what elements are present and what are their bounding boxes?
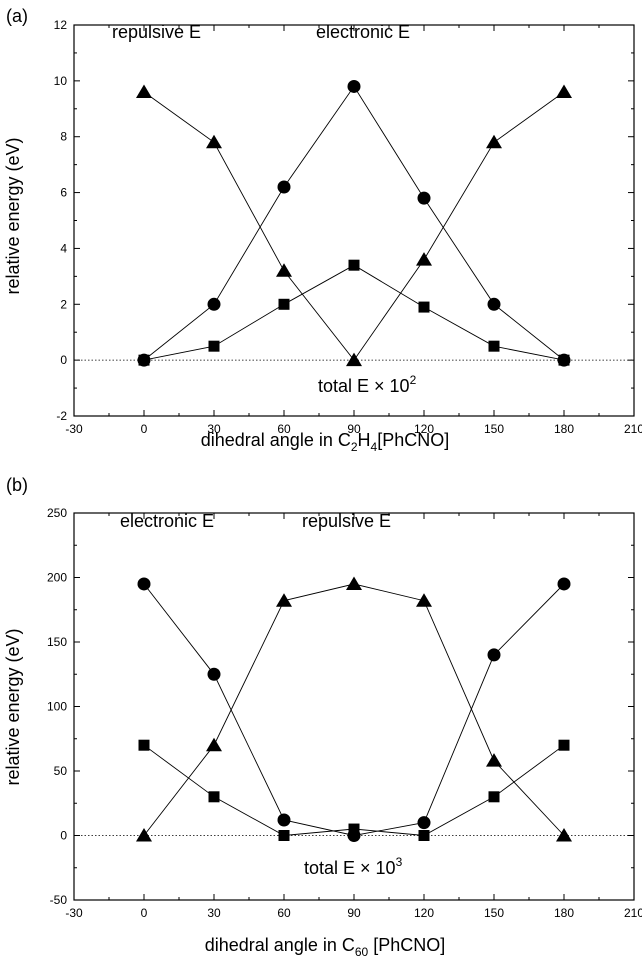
x-tick-label: 30 bbox=[207, 422, 221, 436]
circle-marker bbox=[277, 180, 291, 194]
circle-marker bbox=[207, 297, 221, 311]
y-tick-label: -50 bbox=[50, 893, 68, 907]
square-marker bbox=[488, 791, 500, 803]
square-marker bbox=[348, 823, 360, 835]
annotation-electronic-a: electronic E bbox=[316, 22, 410, 42]
annotation-repulsive-b: repulsive E bbox=[302, 511, 391, 531]
x-axis-label-a: dihedral angle in C2H4[PhCNO] bbox=[201, 430, 450, 454]
y-tick-label: 6 bbox=[60, 186, 67, 200]
square-marker bbox=[138, 739, 150, 751]
triangle-marker bbox=[416, 252, 432, 266]
x-tick-label: 90 bbox=[347, 422, 361, 436]
x-tick-label: 120 bbox=[414, 906, 434, 920]
circle-series-line bbox=[143, 85, 565, 361]
circle-marker bbox=[417, 191, 431, 205]
x-tick-label: 30 bbox=[207, 906, 221, 920]
y-tick-label: -2 bbox=[56, 409, 67, 423]
x-tick-label: 210 bbox=[624, 906, 642, 920]
square-marker bbox=[278, 830, 290, 841]
triangle-series-line bbox=[143, 583, 565, 836]
square-marker bbox=[278, 298, 290, 310]
circle-marker bbox=[417, 816, 431, 830]
square-marker bbox=[208, 340, 220, 352]
square-marker bbox=[488, 340, 500, 352]
y-tick-label: 100 bbox=[47, 700, 67, 714]
circle-marker bbox=[487, 297, 501, 311]
plot-frame bbox=[73, 512, 635, 901]
square-marker bbox=[208, 791, 220, 803]
annotation-total-b: total E × 103 bbox=[304, 855, 403, 878]
triangle-marker bbox=[486, 753, 502, 767]
square-marker bbox=[418, 830, 430, 841]
circle-marker bbox=[137, 577, 151, 591]
circle-marker bbox=[277, 813, 291, 827]
x-tick-label: 180 bbox=[554, 422, 574, 436]
triangle-marker bbox=[136, 84, 152, 99]
triangle-series-line bbox=[143, 91, 565, 361]
y-tick-label: 250 bbox=[47, 506, 67, 520]
square-marker bbox=[138, 354, 150, 366]
circle-series-line bbox=[143, 583, 565, 836]
triangle-marker bbox=[276, 593, 292, 607]
x-tick-label: -30 bbox=[65, 422, 83, 436]
x-tick-label: 210 bbox=[624, 422, 642, 436]
y-tick-label: 4 bbox=[60, 241, 67, 255]
triangle-marker bbox=[346, 352, 362, 367]
annotation-total-a: total E × 102 bbox=[318, 373, 417, 396]
annotation-electronic-b: electronic E bbox=[120, 511, 214, 531]
triangle-marker bbox=[206, 134, 222, 149]
square-series-line bbox=[143, 744, 565, 836]
y-axis-label-b: relative energy (eV) bbox=[3, 628, 23, 785]
x-tick-label: 60 bbox=[277, 422, 291, 436]
x-tick-label: 0 bbox=[141, 906, 148, 920]
x-tick-label: 90 bbox=[347, 906, 361, 920]
y-tick-label: 0 bbox=[60, 829, 67, 843]
panel-label-a: (a) bbox=[6, 6, 28, 26]
y-tick-label: 0 bbox=[60, 353, 67, 367]
chart-panel-b: (b) electronic E repulsive E total E × 1… bbox=[3, 475, 642, 959]
triangle-marker bbox=[416, 593, 432, 607]
x-tick-label: -30 bbox=[65, 906, 83, 920]
y-axis-label-a: relative energy (eV) bbox=[3, 137, 23, 294]
triangle-marker bbox=[486, 134, 502, 149]
square-marker bbox=[558, 354, 570, 366]
x-tick-label: 60 bbox=[277, 906, 291, 920]
x-tick-label: 150 bbox=[484, 422, 504, 436]
x-tick-label: 150 bbox=[484, 906, 504, 920]
y-tick-label: 150 bbox=[47, 635, 67, 649]
y-tick-label: 2 bbox=[60, 297, 67, 311]
x-tick-label: 180 bbox=[554, 906, 574, 920]
triangle-marker bbox=[556, 84, 572, 99]
triangle-marker bbox=[556, 828, 572, 842]
square-marker bbox=[348, 259, 360, 271]
triangle-marker bbox=[206, 737, 222, 752]
triangle-marker bbox=[136, 828, 152, 842]
x-tick-label: 0 bbox=[141, 422, 148, 436]
triangle-marker bbox=[276, 263, 292, 277]
square-series-line bbox=[143, 264, 565, 361]
circle-marker bbox=[557, 577, 571, 591]
square-marker bbox=[558, 739, 570, 751]
chart-panel-a: (a) repulsive E electronic E total E × 1… bbox=[3, 6, 642, 454]
circle-marker bbox=[487, 648, 501, 662]
circle-marker bbox=[207, 667, 221, 681]
y-tick-label: 10 bbox=[54, 74, 68, 88]
x-tick-label: 120 bbox=[414, 422, 434, 436]
y-tick-label: 8 bbox=[60, 130, 67, 144]
y-tick-label: 50 bbox=[54, 764, 68, 778]
circle-marker bbox=[347, 79, 361, 93]
y-tick-label: 12 bbox=[54, 18, 68, 32]
x-axis-label-b: dihedral angle in C60 [PhCNO] bbox=[205, 935, 446, 959]
triangle-marker bbox=[346, 576, 362, 590]
y-tick-label: 200 bbox=[47, 571, 67, 585]
panel-label-b: (b) bbox=[6, 475, 28, 495]
plot-frame bbox=[73, 24, 635, 417]
square-marker bbox=[418, 301, 430, 313]
